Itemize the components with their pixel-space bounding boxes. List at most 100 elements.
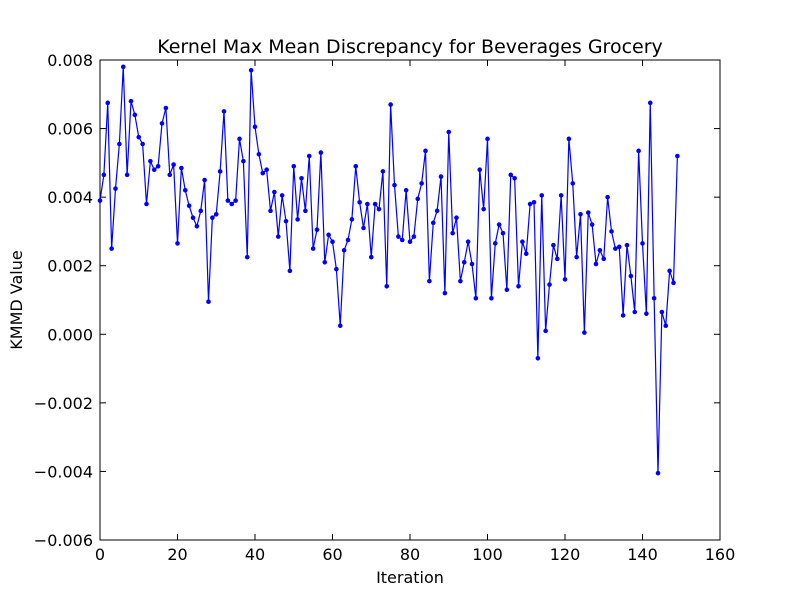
data-point — [624, 242, 630, 248]
data-point — [465, 239, 471, 245]
x-tick-label: 60 — [322, 545, 342, 564]
y-axis-label: KMMD Value — [7, 250, 26, 349]
data-point — [481, 206, 486, 212]
y-tick-label: 0.008 — [47, 51, 93, 70]
x-tick-label: 20 — [167, 545, 187, 564]
data-point — [210, 215, 215, 221]
data-point — [109, 246, 114, 251]
data-point — [334, 266, 339, 272]
data-point — [326, 232, 331, 238]
data-point — [527, 201, 533, 207]
data-point — [392, 182, 397, 188]
data-point — [601, 256, 607, 262]
data-point — [318, 150, 324, 155]
data-point — [593, 261, 599, 267]
x-tick-label: 140 — [627, 545, 658, 564]
data-point — [357, 199, 362, 205]
data-point — [454, 215, 459, 221]
data-point — [306, 153, 312, 159]
data-point — [171, 162, 176, 167]
data-point — [609, 229, 614, 234]
data-point — [117, 141, 122, 147]
data-point — [675, 153, 680, 159]
data-point — [140, 141, 145, 147]
data-point — [260, 170, 266, 176]
data-point — [659, 309, 665, 315]
data-point — [244, 254, 250, 260]
data-point — [124, 172, 130, 178]
data-point — [372, 201, 378, 207]
plot-area-frame — [99, 59, 721, 541]
data-point — [190, 215, 196, 221]
data-point — [620, 313, 626, 318]
data-point — [233, 198, 238, 203]
data-point — [252, 124, 258, 130]
data-point — [283, 218, 289, 224]
data-point — [186, 203, 192, 209]
data-point — [489, 295, 494, 301]
data-point — [291, 163, 297, 169]
data-point — [434, 208, 440, 214]
data-point — [396, 234, 401, 239]
data-point — [585, 210, 591, 215]
data-point — [380, 169, 386, 174]
data-point — [275, 234, 281, 239]
data-point — [97, 198, 103, 203]
data-point — [272, 189, 277, 195]
data-point — [105, 100, 111, 106]
data-point — [485, 136, 490, 142]
data-point — [616, 244, 622, 250]
data-point — [562, 277, 568, 282]
data-point — [636, 148, 641, 154]
data-point — [384, 283, 390, 289]
data-point — [148, 158, 153, 164]
data-point — [287, 268, 293, 274]
data-point — [419, 181, 424, 186]
data-point — [248, 67, 254, 73]
x-axis-label: Iteration — [376, 568, 444, 587]
data-point — [295, 217, 300, 222]
data-point — [151, 167, 157, 173]
data-point — [225, 198, 231, 203]
data-point — [314, 227, 320, 233]
data-point — [167, 172, 173, 178]
data-point — [221, 109, 227, 114]
x-tick-label: 100 — [472, 545, 503, 564]
data-point — [547, 282, 552, 287]
data-point — [554, 256, 560, 262]
data-point — [558, 193, 564, 198]
data-point — [574, 254, 579, 260]
data-point — [217, 169, 223, 174]
data-point — [597, 247, 603, 253]
data-point — [504, 287, 510, 293]
data-point — [268, 208, 273, 214]
data-point — [241, 158, 246, 164]
data-point — [182, 187, 188, 193]
data-point — [163, 105, 169, 111]
data-point — [578, 211, 583, 217]
data-point — [628, 273, 634, 279]
data-point — [132, 112, 138, 118]
y-tick-label: 0.004 — [47, 188, 93, 207]
data-point — [113, 186, 118, 191]
data-point — [438, 174, 444, 179]
data-point — [136, 134, 142, 140]
x-tick-label: 40 — [245, 545, 265, 564]
data-point — [341, 247, 347, 253]
data-point — [516, 283, 521, 289]
data-point — [322, 259, 328, 265]
data-point — [496, 222, 502, 227]
data-point — [543, 328, 548, 334]
data-point — [101, 172, 107, 178]
data-point — [179, 165, 184, 171]
data-point — [155, 163, 161, 169]
data-point — [202, 177, 207, 183]
data-point — [667, 268, 672, 274]
data-point — [469, 261, 475, 267]
data-point — [303, 208, 308, 214]
data-point — [605, 194, 610, 200]
data-point — [663, 323, 669, 329]
data-point — [582, 330, 587, 335]
data-point — [159, 121, 165, 126]
data-point — [423, 148, 428, 154]
